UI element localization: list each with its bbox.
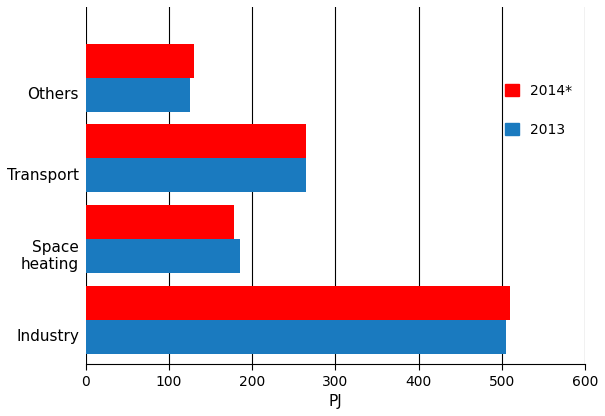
Bar xyxy=(86,320,506,354)
Bar xyxy=(86,44,194,77)
Bar xyxy=(86,286,510,320)
Bar xyxy=(86,77,190,111)
Legend: 2014*, 2013: 2014*, 2013 xyxy=(500,78,578,142)
Bar xyxy=(86,205,234,239)
X-axis label: PJ: PJ xyxy=(329,394,342,409)
Bar xyxy=(86,239,240,273)
Bar xyxy=(86,158,306,192)
Bar xyxy=(86,124,306,158)
